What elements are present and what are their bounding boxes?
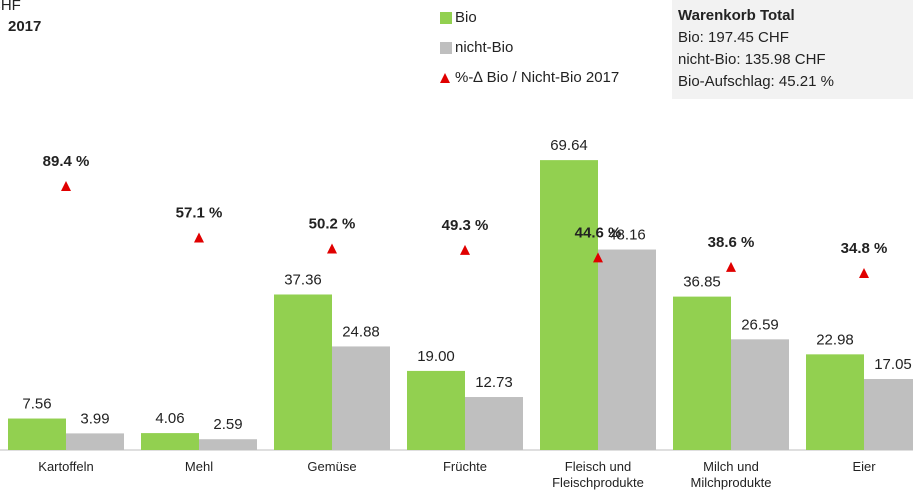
x-tick-label: Milch und Milchprodukte bbox=[690, 459, 772, 490]
marker bbox=[460, 244, 470, 255]
marker bbox=[859, 267, 869, 278]
info-line: Bio: 197.45 CHF bbox=[678, 29, 789, 46]
bar bbox=[332, 346, 390, 450]
info-line: nicht-Bio: 135.98 CHF bbox=[678, 51, 826, 68]
legend-label: Bio bbox=[455, 9, 477, 26]
x-tick-label: Gemüse bbox=[307, 459, 357, 474]
x-tick-label: Fleisch und Fleischprodukte bbox=[552, 459, 644, 490]
data-label: 7.56 bbox=[22, 396, 51, 413]
data-label: 89.4 % bbox=[43, 153, 90, 170]
legend-label: nicht-Bio bbox=[455, 39, 513, 56]
data-label: 57.1 % bbox=[176, 204, 223, 221]
legend-label: %-∆ Bio / Nicht-Bio 2017 bbox=[455, 69, 619, 86]
marker bbox=[593, 252, 603, 263]
data-label: 12.73 bbox=[475, 374, 513, 391]
x-tick-label: Früchte bbox=[442, 459, 488, 474]
data-label: 48.16 bbox=[608, 227, 646, 244]
chart-subtitle: 2017 bbox=[8, 18, 41, 35]
x-tick-label: Mehl bbox=[184, 459, 214, 474]
data-label: 69.64 bbox=[550, 137, 588, 154]
data-label: 17.05 bbox=[874, 356, 912, 373]
marker bbox=[327, 243, 337, 254]
legend-marker bbox=[440, 73, 450, 83]
data-label: 34.8 % bbox=[841, 240, 888, 257]
legend-swatch bbox=[440, 12, 452, 24]
info-title: Warenkorb Total bbox=[678, 7, 795, 24]
bar bbox=[540, 160, 598, 450]
data-label: 2.59 bbox=[213, 416, 242, 433]
bar bbox=[274, 294, 332, 450]
bar bbox=[673, 296, 731, 450]
bar bbox=[8, 418, 66, 450]
data-label: 22.98 bbox=[816, 331, 854, 348]
x-tick-label: Kartoffeln bbox=[38, 459, 94, 474]
data-label: 49.3 % bbox=[442, 217, 489, 234]
data-label: 50.2 % bbox=[309, 215, 356, 232]
bar bbox=[806, 354, 864, 450]
data-label: 26.59 bbox=[741, 316, 779, 333]
data-label: 19.00 bbox=[417, 348, 455, 365]
data-label: 4.06 bbox=[155, 410, 184, 427]
data-label: 38.6 % bbox=[708, 234, 755, 251]
x-tick-label: Eier bbox=[852, 459, 876, 474]
bar bbox=[407, 370, 465, 450]
data-label: 24.88 bbox=[342, 323, 380, 340]
bar bbox=[66, 433, 124, 450]
bar bbox=[864, 379, 913, 450]
bar bbox=[731, 339, 789, 450]
marker bbox=[726, 261, 736, 272]
bar bbox=[199, 439, 257, 450]
info-line: Bio-Aufschlag: 45.21 % bbox=[678, 73, 834, 90]
bar bbox=[465, 397, 523, 450]
data-label: 3.99 bbox=[80, 410, 109, 427]
bar bbox=[141, 433, 199, 450]
legend-swatch bbox=[440, 42, 452, 54]
chart-title: CHF bbox=[0, 0, 21, 14]
data-label: 36.85 bbox=[683, 274, 721, 291]
marker bbox=[194, 232, 204, 243]
info-box bbox=[672, 0, 913, 99]
data-label: 37.36 bbox=[284, 271, 322, 288]
data-label: 44.6 % bbox=[575, 224, 622, 241]
bar bbox=[598, 249, 656, 450]
marker bbox=[61, 180, 71, 191]
